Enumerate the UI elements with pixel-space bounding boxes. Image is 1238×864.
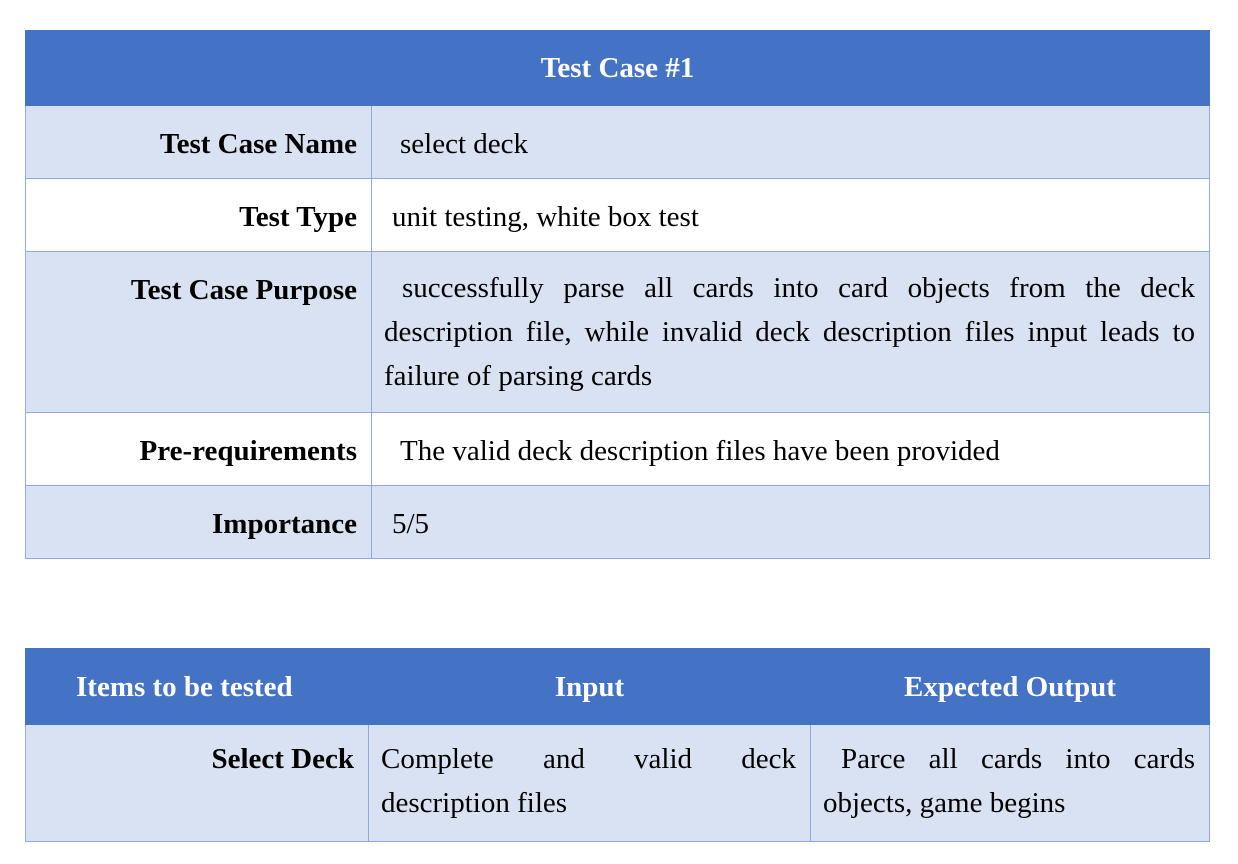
row-value: unit testing, white box test (370, 178, 1211, 252)
item-input: Complete and valid deck description file… (368, 724, 811, 842)
table-row: Importance 5/5 (25, 485, 1211, 559)
items-table: Items to be tested Input Expected Output… (25, 648, 1210, 842)
row-label: Test Type (25, 178, 372, 252)
item-expected-output: Parce all cards into cards objects, game… (810, 724, 1210, 842)
table-row: Test Type unit testing, white box test (25, 178, 1211, 252)
header-input: Input (368, 648, 811, 725)
table-row: Test Case Purpose successfully parse all… (25, 251, 1211, 413)
row-label: Pre-requirements (25, 412, 372, 486)
header-expected-output: Expected Output (810, 648, 1210, 725)
test-case-table: Test Case #1 Test Case Name select deck … (24, 30, 1211, 559)
table-row: Test Case Name select deck (25, 105, 1211, 179)
row-label: Importance (25, 485, 372, 559)
row-label: Test Case Purpose (25, 251, 372, 413)
table-row: Pre-requirements The valid deck descript… (25, 412, 1211, 486)
row-value: select deck (370, 105, 1211, 179)
header-items: Items to be tested (25, 648, 369, 725)
row-value: 5/5 (370, 485, 1211, 559)
row-label: Test Case Name (25, 105, 372, 179)
test-case-title: Test Case #1 (24, 30, 1211, 106)
row-value: successfully parse all cards into card o… (370, 251, 1211, 413)
row-value: The valid deck description files have be… (370, 412, 1211, 486)
table-row: Select Deck Complete and valid deck desc… (25, 724, 1210, 842)
item-name: Select Deck (25, 724, 369, 842)
